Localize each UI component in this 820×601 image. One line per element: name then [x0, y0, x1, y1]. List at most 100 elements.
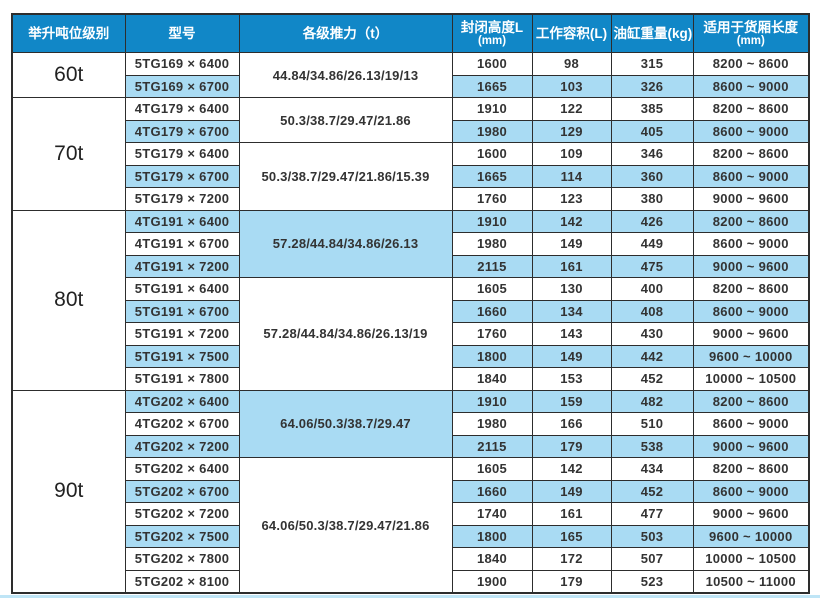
working-volume-cell: 166 — [531, 412, 612, 436]
closed-height-cell: 1740 — [451, 502, 533, 526]
cylinder-weight-cell: 360 — [610, 164, 694, 188]
cylinder-weight-cell: 475 — [610, 254, 694, 278]
model-cell: 4TG179 × 6700 — [124, 119, 240, 143]
header-row: 举升吨位级别 型号 各级推力（t） 封闭高度L (mm) 工作容积(L) 油缸重… — [11, 13, 810, 53]
box-length-cell: 8200 ~ 8600 — [692, 277, 810, 301]
cylinder-weight-cell: 430 — [610, 322, 694, 346]
box-length-cell: 8200 ~ 8600 — [692, 389, 810, 413]
working-volume-cell: 161 — [531, 254, 612, 278]
working-volume-cell: 142 — [531, 209, 612, 233]
box-length-cell: 9000 ~ 9600 — [692, 502, 810, 526]
box-length-cell: 10000 ~ 10500 — [692, 367, 810, 391]
thrust-cell: 50.3/38.7/29.47/21.86/15.39 — [238, 142, 453, 211]
cylinder-weight-cell: 326 — [610, 74, 694, 98]
model-cell: 5TG169 × 6700 — [124, 74, 240, 98]
cylinder-weight-cell: 380 — [610, 187, 694, 211]
cylinder-weight-cell: 452 — [610, 367, 694, 391]
table-row: 4TG179 × 6700 1980 129 405 8600 ~ 9000 — [12, 119, 810, 143]
working-volume-cell: 143 — [531, 322, 612, 346]
closed-height-cell: 1660 — [451, 299, 533, 323]
cylinder-weight-cell: 452 — [610, 479, 694, 503]
table-row: 5TG179 × 6400 50.3/38.7/29.47/21.86/15.39… — [12, 142, 810, 211]
cylinder-weight-cell: 315 — [610, 52, 694, 76]
box-length-cell: 9600 ~ 10000 — [692, 524, 810, 548]
model-cell: 4TG202 × 6400 — [124, 389, 240, 413]
model-cell: 4TG191 × 6700 — [124, 232, 240, 256]
working-volume-cell: 153 — [531, 367, 612, 391]
thrust-cell: 44.84/34.86/26.13/19/13 — [238, 52, 453, 98]
working-volume-cell: 114 — [531, 164, 612, 188]
table-row: 60t 5TG169 × 6400 44.84/34.86/26.13/19/13 1… — [11, 52, 810, 98]
tonnage-cell: 70t — [11, 97, 126, 211]
model-cell: 5TG191 × 7500 — [124, 344, 240, 368]
cylinder-weight-cell: 405 — [610, 119, 694, 143]
model-cell: 4TG202 × 7200 — [124, 434, 240, 458]
thrust-cell: 64.06/50.3/38.7/29.47 — [238, 389, 453, 458]
box-length-cell: 8600 ~ 9000 — [692, 299, 810, 323]
tonnage-cell: 80t — [11, 209, 126, 391]
col-header-thrust: 各级推力（t） — [238, 13, 453, 53]
thrust-cell: 64.06/50.3/38.7/29.47/21.86 — [238, 457, 453, 594]
col-header-model: 型号 — [124, 13, 240, 53]
table-row: 5TG202 × 7500 1800 165 503 9600 ~ 10000 — [12, 524, 810, 548]
closed-height-cell: 1840 — [451, 367, 533, 391]
working-volume-cell: 179 — [531, 569, 612, 594]
cylinder-weight-cell: 507 — [610, 547, 694, 571]
col-header-closed-height-label: 封闭高度L — [460, 19, 524, 35]
col-header-closed-height-unit: (mm) — [477, 34, 507, 47]
cylinder-weight-cell: 408 — [610, 299, 694, 323]
cylinder-weight-cell: 482 — [610, 389, 694, 413]
box-length-cell: 8200 ~ 8600 — [692, 457, 810, 481]
table-row: 5TG202 × 8100 1900 179 523 10500 ~ 11000 — [12, 569, 810, 594]
working-volume-cell: 109 — [531, 142, 612, 166]
cylinder-weight-cell: 449 — [610, 232, 694, 256]
col-header-weight: 油缸重量(kg) — [610, 13, 694, 53]
box-length-cell: 10500 ~ 11000 — [692, 569, 810, 594]
closed-height-cell: 1600 — [451, 52, 533, 76]
box-length-cell: 8600 ~ 9000 — [692, 119, 810, 143]
model-cell: 5TG179 × 7200 — [124, 187, 240, 211]
closed-height-cell: 1660 — [451, 479, 533, 503]
cylinder-weight-cell: 523 — [610, 569, 694, 594]
closed-height-cell: 1900 — [451, 569, 533, 594]
model-cell: 4TG191 × 7200 — [124, 254, 240, 278]
working-volume-cell: 149 — [531, 479, 612, 503]
box-length-cell: 9000 ~ 9600 — [692, 434, 810, 458]
closed-height-cell: 1605 — [451, 277, 533, 301]
working-volume-cell: 179 — [531, 434, 612, 458]
table-row: 5TG202 × 6400 64.06/50.3/38.7/29.47/21.86… — [12, 457, 810, 594]
working-volume-cell: 159 — [531, 389, 612, 413]
working-volume-cell: 134 — [531, 299, 612, 323]
box-length-cell: 8600 ~ 9000 — [692, 412, 810, 436]
closed-height-cell: 2115 — [451, 254, 533, 278]
working-volume-cell: 130 — [531, 277, 612, 301]
model-cell: 4TG202 × 6700 — [124, 412, 240, 436]
table-row: 4TG191 × 7200 2115 161 475 9000 ~ 9600 — [12, 254, 810, 278]
box-length-cell: 9000 ~ 9600 — [692, 322, 810, 346]
model-cell: 4TG179 × 6400 — [124, 97, 240, 121]
closed-height-cell: 1600 — [451, 142, 533, 166]
tonnage-cell: 90t — [11, 389, 126, 594]
table-row: 5TG179 × 6700 1665 114 360 8600 ~ 9000 — [12, 164, 810, 188]
table-row: 5TG191 × 7800 1840 153 452 10000 ~ 10500 — [12, 367, 810, 391]
cylinder-weight-cell: 385 — [610, 97, 694, 121]
cylinder-weight-cell: 510 — [610, 412, 694, 436]
table-row: 4TG202 × 7200 2115 179 538 9000 ~ 9600 — [12, 434, 810, 458]
box-length-cell: 10000 ~ 10500 — [692, 547, 810, 571]
table-row: 5TG191 × 6700 1660 134 408 8600 ~ 9000 — [12, 299, 810, 323]
working-volume-cell: 149 — [531, 232, 612, 256]
closed-height-cell: 1605 — [451, 457, 533, 481]
model-cell: 5TG202 × 6700 — [124, 479, 240, 503]
table-row: 90t 4TG202 × 6400 64.06/50.3/38.7/29.47 191… — [11, 389, 810, 594]
model-cell: 5TG191 × 7200 — [124, 322, 240, 346]
closed-height-cell: 1980 — [451, 412, 533, 436]
closed-height-cell: 1980 — [451, 119, 533, 143]
cylinder-weight-cell: 538 — [610, 434, 694, 458]
closed-height-cell: 1910 — [451, 209, 533, 233]
closed-height-cell: 1840 — [451, 547, 533, 571]
closed-height-cell: 1910 — [451, 389, 533, 413]
cylinder-weight-cell: 503 — [610, 524, 694, 548]
table-row: 5TG202 × 7800 1840 172 507 10000 ~ 10500 — [12, 547, 810, 571]
thrust-cell: 57.28/44.84/34.86/26.13 — [238, 209, 453, 278]
model-cell: 5TG191 × 6700 — [124, 299, 240, 323]
